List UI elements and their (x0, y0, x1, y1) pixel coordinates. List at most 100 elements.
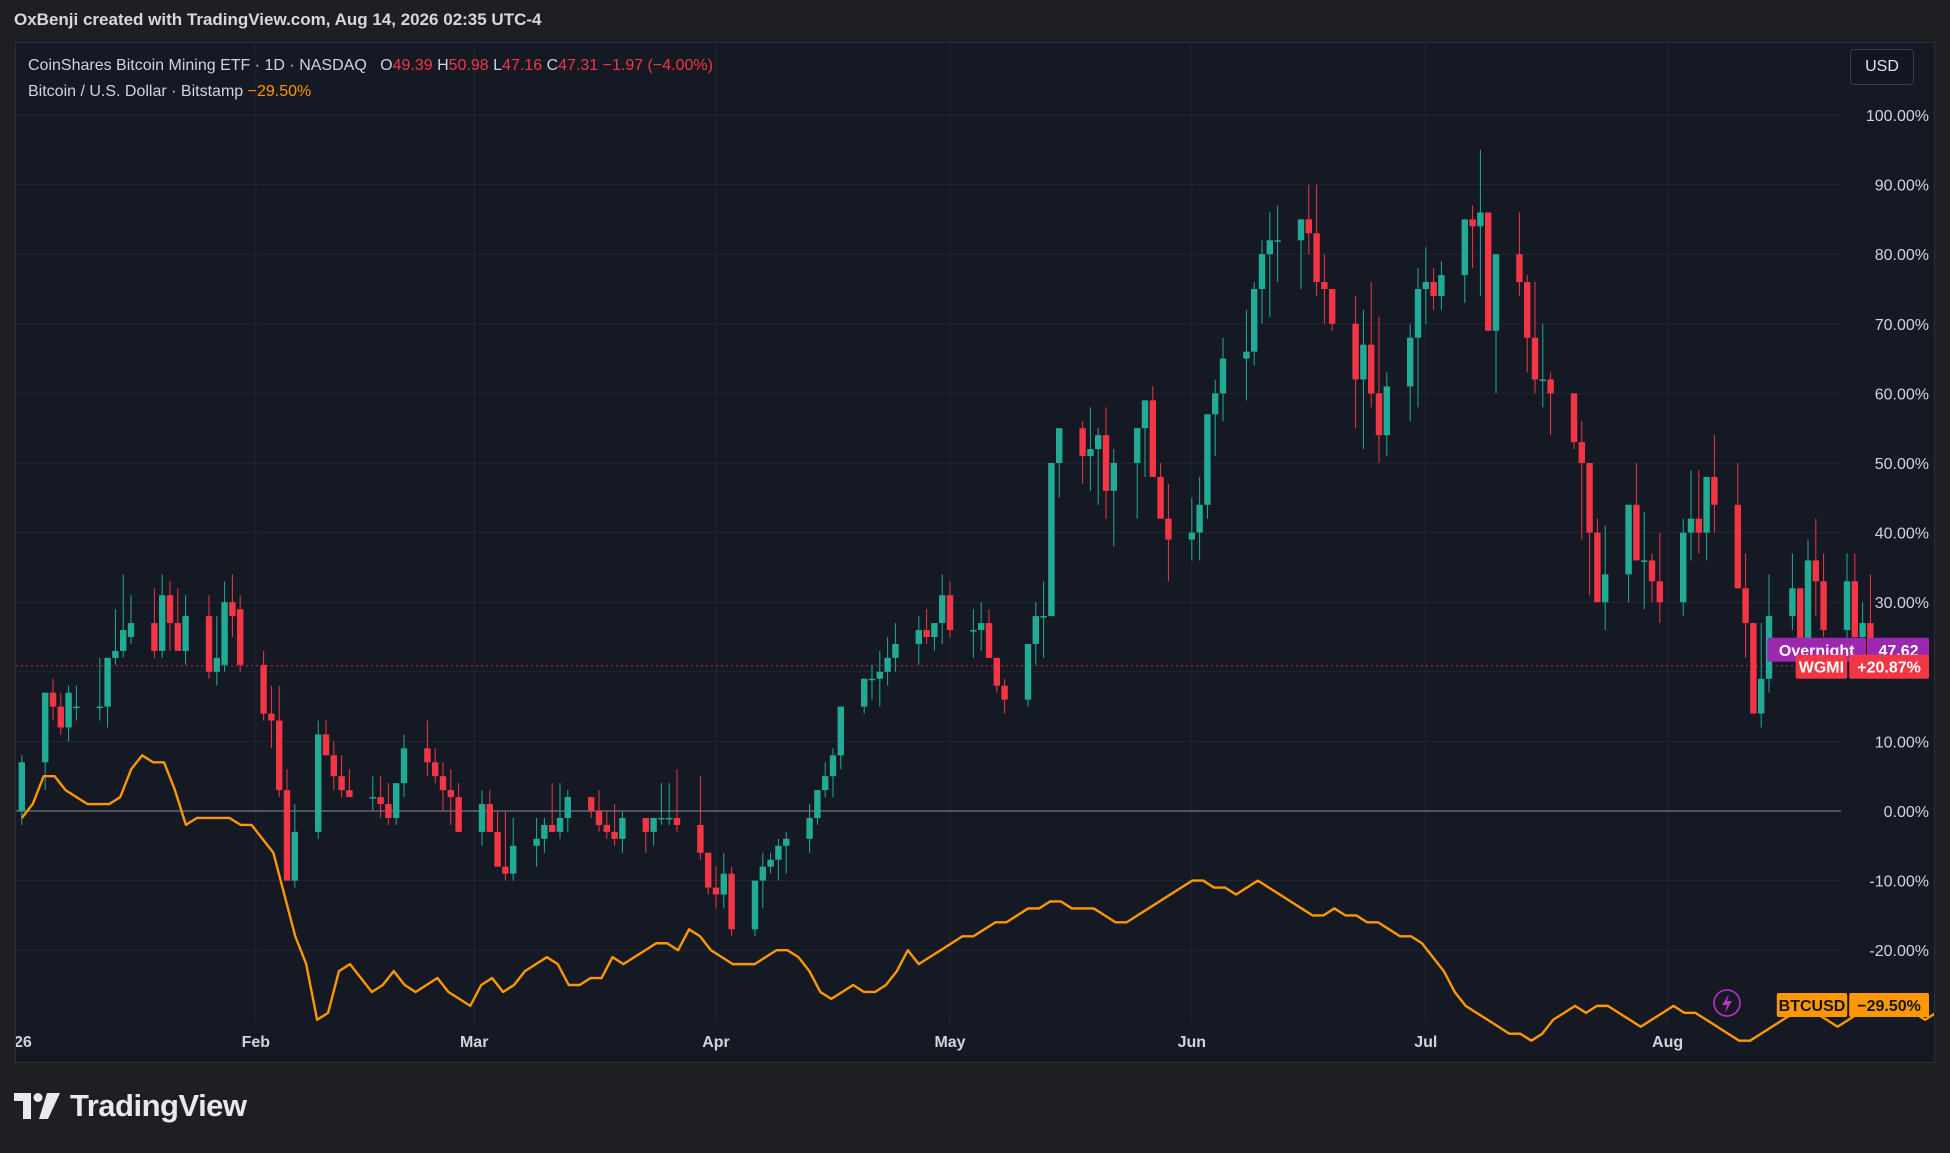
candle-body (1196, 504, 1203, 533)
candle-body (1157, 476, 1164, 519)
x-tick-label: Aug (1652, 1034, 1683, 1051)
candle-body (486, 804, 493, 832)
candle-body (588, 797, 595, 811)
candle-body (268, 713, 275, 721)
candle-body (619, 817, 626, 839)
candle-body (1859, 623, 1866, 637)
btcusd-line (20, 754, 1934, 1042)
candle-body (1492, 254, 1500, 331)
legend-close-label: C (546, 57, 559, 74)
candle-body (104, 657, 111, 707)
candle-body (1134, 428, 1141, 463)
attribution-text: OxBenji created with TradingView.com, Au… (14, 10, 542, 29)
candle-body (1539, 379, 1546, 381)
candle-body (1297, 219, 1305, 241)
legend-low-value: 47.16 (502, 57, 543, 74)
candle-body (432, 762, 439, 777)
x-tick-label: 2026 (16, 1034, 32, 1051)
candle-body (1430, 282, 1437, 296)
candle-body (837, 706, 844, 756)
candle-body (564, 797, 571, 818)
candle-body (377, 797, 384, 805)
candle-body (767, 859, 774, 867)
candle-body (1219, 358, 1227, 394)
legend-change-value: −1.97 (−4.00%) (602, 57, 713, 74)
y-tick-label: 70.00% (1875, 317, 1929, 334)
candle-body (424, 748, 431, 763)
candle-body (1586, 463, 1593, 533)
candle-body (455, 797, 462, 832)
candle-body (666, 817, 673, 820)
candle-body (541, 824, 548, 839)
candle-body (1375, 393, 1383, 436)
candle-body (1188, 532, 1195, 540)
chart-svg[interactable]: 100.00% 90.00% 80.00% 70.00% 60.00% 50.00% 40.… (16, 43, 1935, 1063)
y-tick-label: 90.00% (1875, 178, 1929, 195)
candle-body (993, 657, 1000, 686)
candle-body (1602, 574, 1609, 603)
legend-open-value: 49.39 (392, 57, 433, 74)
candle-body (1251, 289, 1258, 352)
candle-body (510, 845, 517, 874)
candle-body (1625, 504, 1632, 575)
y-tick-label: 50.00% (1875, 456, 1929, 473)
candle-body (946, 595, 954, 631)
y-tick-label: 30.00% (1875, 595, 1929, 612)
wgmi-label-bg (1795, 654, 1848, 679)
candle-body (1820, 581, 1827, 631)
candle-body (1149, 400, 1156, 477)
candle-body (322, 734, 330, 756)
chart-legend: CoinShares Bitcoin Mining ETF · 1D · NAS… (28, 53, 713, 105)
candle-body (1329, 289, 1336, 324)
candle-body (1547, 379, 1554, 394)
lightning-icon-glyph (1722, 994, 1732, 1013)
candle-body (556, 817, 564, 832)
legend-symbol-name: CoinShares Bitcoin Mining ETF · 1D · NAS… (28, 57, 367, 74)
candle-body (923, 630, 930, 637)
candle-body (1212, 393, 1219, 415)
chart-panel[interactable]: 100.00% 90.00% 80.00% 70.00% 60.00% 50.00% 40.… (15, 42, 1935, 1063)
wgmi-label-bg (1849, 654, 1929, 679)
candle-body (1711, 476, 1718, 505)
candle-body (549, 824, 556, 832)
btcusd-label-bg (1849, 993, 1929, 1017)
candle-body (1469, 219, 1476, 227)
candle-body (502, 866, 509, 874)
candle-body (1812, 560, 1819, 582)
candle-body (1695, 518, 1702, 533)
legend-btc-name: Bitcoin / U.S. Dollar · Bitstamp (28, 83, 244, 100)
candle-body (673, 817, 681, 825)
candle-body (237, 609, 244, 665)
candle-body (1570, 393, 1578, 443)
candle-body (1165, 518, 1172, 540)
x-tick-label: May (934, 1034, 965, 1051)
candle-body (1742, 588, 1749, 624)
candle-body (603, 824, 610, 832)
candle-body (182, 616, 189, 651)
candle-body (120, 630, 127, 651)
candle-body (166, 595, 174, 624)
candle-body (1383, 386, 1390, 436)
candle-body (1087, 449, 1094, 457)
tradingview-brand[interactable]: TradingView (14, 1088, 247, 1124)
candle-body (611, 831, 618, 839)
candle-body (1048, 463, 1055, 617)
candle-body (174, 623, 181, 651)
candle-body (346, 790, 353, 798)
candle-body (1141, 400, 1149, 429)
candle-body (276, 720, 283, 791)
y-tick-label: 40.00% (1875, 526, 1929, 543)
currency-button[interactable]: USD (1850, 49, 1914, 85)
candle-body (478, 804, 486, 832)
legend-high-value: 50.98 (448, 57, 489, 74)
candle-body (697, 824, 704, 853)
candle-body (751, 880, 759, 930)
candle-body (892, 643, 899, 658)
candle-body (1797, 588, 1804, 644)
candle-body (315, 734, 322, 832)
candle-body (1110, 463, 1117, 491)
candle-body (658, 817, 665, 820)
candle-body (705, 852, 712, 888)
candle-body (96, 706, 103, 709)
candle-body (151, 623, 158, 651)
